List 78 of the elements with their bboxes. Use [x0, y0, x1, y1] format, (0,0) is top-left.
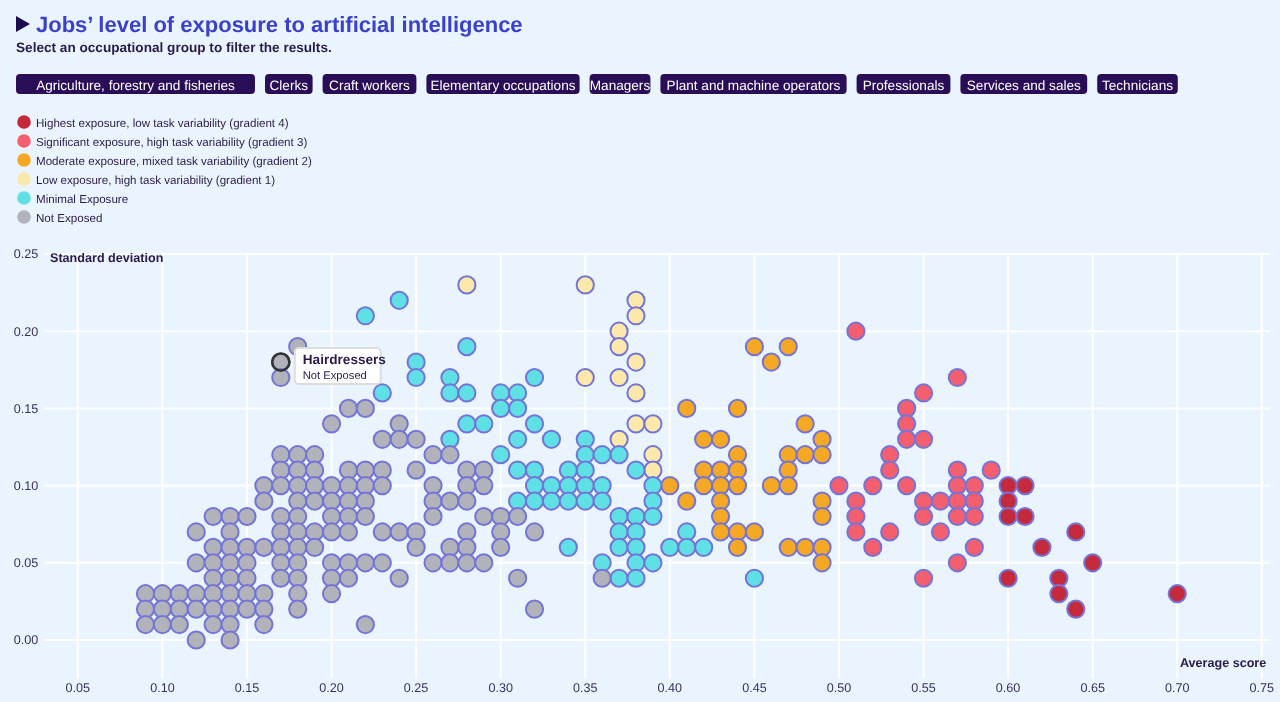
- point: [880, 460, 900, 480]
- point: [913, 568, 934, 588]
- point: [778, 476, 798, 496]
- point: [727, 398, 748, 418]
- point: [1015, 506, 1035, 527]
- point: [677, 491, 697, 511]
- point: [626, 352, 646, 372]
- point: [710, 522, 731, 542]
- point: [1167, 584, 1187, 604]
- point: [998, 568, 1018, 588]
- point: [1032, 537, 1052, 557]
- point: [998, 506, 1018, 527]
- point: [744, 337, 764, 357]
- point: [863, 476, 883, 496]
- point: [897, 398, 917, 418]
- point: [575, 275, 595, 295]
- point: [626, 414, 646, 434]
- point: [710, 429, 731, 449]
- point: [947, 367, 967, 388]
- point: [795, 414, 815, 434]
- point: [964, 506, 984, 527]
- point: [609, 337, 629, 357]
- point: [897, 414, 917, 434]
- point: [677, 398, 697, 418]
- point: [795, 445, 815, 465]
- point: [1083, 553, 1103, 573]
- point: [897, 429, 917, 449]
- point: [913, 383, 934, 403]
- point: [727, 445, 748, 465]
- point: [778, 537, 798, 557]
- point: [863, 537, 883, 557]
- point: [710, 491, 731, 511]
- point: [626, 306, 646, 326]
- point: [913, 429, 934, 449]
- point: [947, 506, 967, 527]
- point: [1066, 599, 1086, 619]
- point: [930, 491, 951, 511]
- point: [710, 506, 731, 527]
- point: [981, 460, 1001, 480]
- point: [626, 383, 646, 403]
- point: [694, 429, 714, 449]
- point: [609, 367, 629, 388]
- point: [1066, 522, 1086, 542]
- point: [964, 537, 984, 557]
- point: [778, 337, 798, 357]
- point: [778, 460, 798, 480]
- point: [846, 506, 866, 527]
- point: [660, 476, 680, 496]
- point: [930, 522, 951, 542]
- point: [829, 476, 849, 496]
- point: [1015, 476, 1035, 496]
- point: [964, 476, 984, 496]
- point: [880, 445, 900, 465]
- point: [795, 537, 815, 557]
- point: [694, 476, 714, 496]
- chart-title: Jobs’ level of exposure to artificial intelligence: [36, 14, 523, 38]
- point: [812, 445, 832, 465]
- point: [761, 476, 781, 496]
- point: [812, 506, 832, 527]
- point: [727, 460, 748, 480]
- point: [846, 321, 866, 341]
- point: [897, 476, 917, 496]
- point: [761, 352, 781, 372]
- point: [947, 553, 967, 573]
- point: [727, 476, 748, 496]
- point: [880, 522, 900, 542]
- point: [947, 460, 967, 480]
- point: [643, 445, 663, 465]
- point: [744, 522, 764, 542]
- point: [913, 506, 934, 527]
- point: [1049, 568, 1069, 588]
- point: [575, 367, 595, 388]
- point: [846, 522, 866, 542]
- point: [727, 537, 748, 557]
- point: [643, 414, 663, 434]
- point: [457, 275, 477, 295]
- point: [1049, 584, 1069, 604]
- point: [812, 553, 832, 573]
